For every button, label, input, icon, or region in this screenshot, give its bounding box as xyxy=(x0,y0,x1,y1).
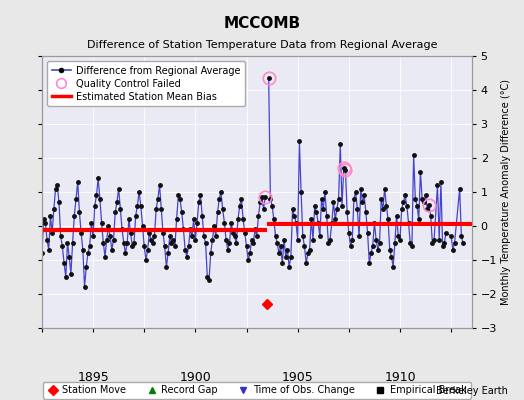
Text: 1910: 1910 xyxy=(384,371,416,384)
Text: 1900: 1900 xyxy=(180,371,211,384)
Text: 1905: 1905 xyxy=(282,371,313,384)
Text: Difference of Station Temperature Data from Regional Average: Difference of Station Temperature Data f… xyxy=(87,40,437,50)
Text: 1895: 1895 xyxy=(77,371,109,384)
Legend: Station Move, Record Gap, Time of Obs. Change, Empirical Break: Station Move, Record Gap, Time of Obs. C… xyxy=(43,382,471,399)
Text: Berkeley Earth: Berkeley Earth xyxy=(436,386,508,396)
Y-axis label: Monthly Temperature Anomaly Difference (°C): Monthly Temperature Anomaly Difference (… xyxy=(501,79,511,305)
Text: MCCOMB: MCCOMB xyxy=(223,16,301,31)
